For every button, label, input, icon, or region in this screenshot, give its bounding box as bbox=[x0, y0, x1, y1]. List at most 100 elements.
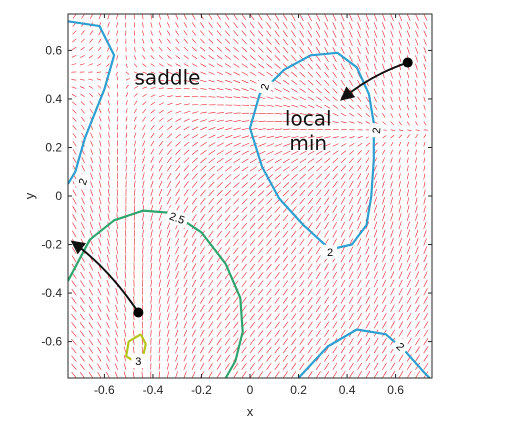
vector-arrow bbox=[266, 46, 272, 53]
vector-arrow bbox=[133, 124, 137, 130]
vector-arrow bbox=[324, 63, 329, 70]
vector-arrow bbox=[382, 104, 386, 110]
vector-arrow bbox=[125, 148, 127, 155]
vector-arrow bbox=[191, 14, 196, 20]
vector-arrow bbox=[291, 280, 297, 288]
vector-arrow bbox=[299, 181, 306, 188]
vector-arrow bbox=[423, 46, 427, 54]
vector-arrow bbox=[390, 312, 395, 321]
vector-arrow bbox=[249, 182, 257, 188]
vector-arrow bbox=[108, 108, 110, 114]
vector-arrow bbox=[382, 22, 386, 30]
vector-arrow bbox=[133, 38, 136, 44]
vector-arrow bbox=[133, 30, 135, 36]
vector-arrow bbox=[158, 180, 163, 188]
vector-arrow bbox=[68, 377, 69, 378]
vector-arrow bbox=[382, 173, 385, 180]
vector-arrow bbox=[241, 305, 247, 312]
vector-arrow bbox=[224, 321, 231, 329]
vector-arrow bbox=[200, 149, 207, 155]
vector-arrow bbox=[158, 188, 163, 197]
vector-arrow bbox=[158, 30, 162, 36]
vector-arrow bbox=[216, 142, 224, 147]
vector-arrow bbox=[340, 150, 347, 155]
vector-arrow bbox=[274, 135, 283, 139]
vector-arrow bbox=[299, 230, 305, 238]
vector-arrow bbox=[249, 321, 256, 329]
vector-arrow bbox=[349, 55, 353, 63]
vector-arrow bbox=[191, 181, 198, 188]
vector-arrow bbox=[106, 55, 110, 60]
vector-arrow bbox=[266, 354, 272, 362]
vector-arrow bbox=[175, 189, 180, 197]
vector-arrow bbox=[274, 321, 280, 329]
vector-arrow bbox=[200, 279, 205, 288]
vector-arrow bbox=[390, 271, 395, 279]
vector-arrow bbox=[200, 165, 207, 172]
vector-arrow bbox=[208, 280, 214, 288]
vector-arrow bbox=[332, 189, 338, 197]
vector-arrow bbox=[125, 124, 128, 130]
vector-arrow bbox=[133, 313, 135, 321]
vector-arrow bbox=[258, 272, 264, 279]
vector-arrow bbox=[415, 246, 419, 255]
vector-arrow bbox=[167, 149, 172, 155]
vector-arrow bbox=[142, 116, 146, 122]
vector-arrow bbox=[291, 222, 297, 230]
vector-arrow bbox=[175, 271, 179, 279]
vector-arrow bbox=[382, 121, 387, 125]
vector-arrow bbox=[398, 254, 403, 263]
vector-arrow bbox=[80, 38, 85, 43]
vector-arrow bbox=[81, 197, 85, 205]
vector-arrow bbox=[106, 296, 110, 304]
vector-arrow bbox=[158, 287, 161, 296]
vector-arrow bbox=[406, 113, 410, 118]
vector-arrow bbox=[373, 346, 379, 354]
vector-arrow bbox=[357, 196, 362, 205]
vector-arrow bbox=[241, 55, 248, 61]
vector-arrow bbox=[158, 38, 163, 44]
vector-arrow bbox=[106, 330, 110, 337]
vector-arrow bbox=[373, 221, 378, 230]
vector-arrow bbox=[167, 125, 173, 131]
vector-arrow bbox=[373, 22, 378, 30]
vector-arrow bbox=[175, 118, 182, 122]
vector-arrow bbox=[332, 96, 338, 102]
vector-arrow bbox=[324, 213, 329, 221]
vector-arrow bbox=[431, 360, 432, 362]
vector-arrow bbox=[233, 166, 241, 172]
vector-arrow bbox=[89, 108, 94, 114]
vector-arrow bbox=[142, 55, 146, 60]
vector-arrow bbox=[97, 46, 102, 52]
vector-arrow bbox=[81, 124, 85, 130]
vector-arrow bbox=[150, 14, 153, 20]
vector-arrow bbox=[107, 180, 110, 188]
vector-arrow bbox=[249, 296, 256, 304]
vector-arrow bbox=[315, 55, 321, 62]
vector-arrow bbox=[324, 22, 329, 30]
vector-arrow bbox=[115, 304, 118, 312]
vector-arrow bbox=[68, 121, 69, 122]
vector-arrow bbox=[249, 280, 256, 288]
vector-arrow bbox=[258, 22, 263, 29]
vector-arrow bbox=[158, 329, 161, 337]
vector-arrow bbox=[398, 181, 401, 188]
vector-arrow bbox=[216, 321, 222, 329]
vector-arrow bbox=[283, 128, 291, 131]
vector-arrow bbox=[142, 196, 145, 205]
vector-arrow bbox=[71, 313, 77, 321]
vector-arrow bbox=[307, 22, 313, 30]
vector-arrow bbox=[324, 313, 330, 321]
vector-arrow bbox=[315, 22, 321, 30]
vector-arrow bbox=[266, 346, 272, 354]
vector-arrow bbox=[200, 181, 206, 188]
vector-arrow bbox=[241, 354, 247, 362]
vector-arrow bbox=[274, 354, 280, 362]
vector-arrow bbox=[382, 88, 385, 95]
vector-arrow bbox=[299, 296, 305, 304]
vector-arrow bbox=[72, 214, 77, 221]
vector-arrow bbox=[291, 198, 297, 205]
vector-arrow bbox=[282, 338, 289, 346]
vector-arrow bbox=[114, 363, 118, 370]
vector-arrow bbox=[282, 190, 289, 197]
